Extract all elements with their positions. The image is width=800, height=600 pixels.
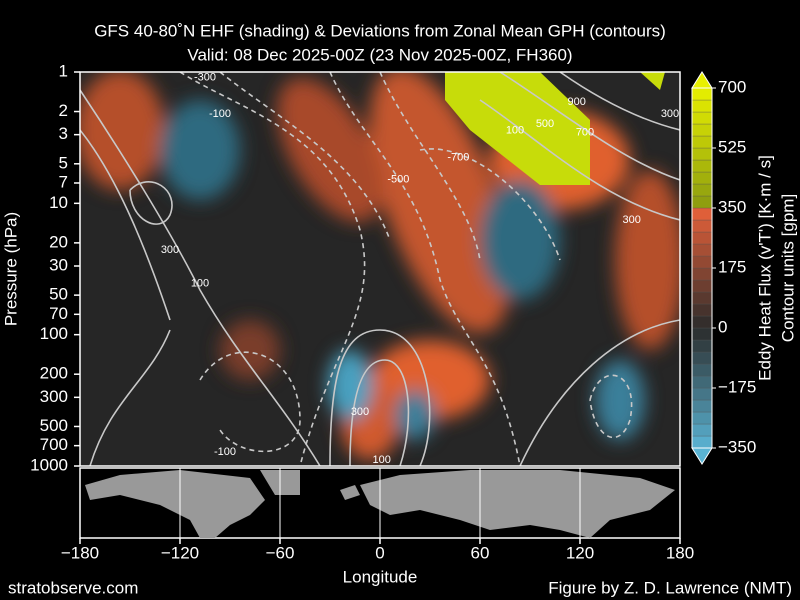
footer-right: Figure by Z. D. Lawrence (NMT) (548, 578, 792, 597)
colorbar-segment (691, 351, 713, 365)
x-tick-label: −60 (266, 543, 295, 562)
colorbar-segment (691, 123, 713, 137)
contour-label: -700 (447, 152, 469, 164)
y-tick-label: 500 (40, 416, 68, 435)
colorbar-segment (691, 183, 713, 197)
x-tick-label: −180 (61, 543, 99, 562)
plot-frame (79, 71, 681, 467)
colorbar-segment (691, 111, 713, 125)
colorbar-segment (691, 387, 713, 401)
y-tick-label: 300 (40, 387, 68, 406)
y-tick-label: 10 (49, 193, 68, 212)
x-tick-label: 180 (666, 543, 694, 562)
shading (80, 72, 680, 466)
colorbar-segment (691, 243, 713, 257)
y-tick-label: 700 (40, 435, 68, 454)
colorbar-segment (691, 339, 713, 353)
y-tick-label: 20 (49, 232, 68, 251)
y-tick-label: 1000 (30, 455, 68, 474)
colorbar-segment (691, 291, 713, 305)
colorbar-segment (691, 87, 713, 101)
y-axis-label: Pressure (hPa) (1, 212, 20, 326)
colorbar-segment (691, 423, 713, 437)
colorbar-segment (691, 99, 713, 113)
contour-label: 300 (351, 406, 369, 418)
contour-label: 500 (536, 118, 554, 130)
colorbar-tick-label: 525 (718, 137, 746, 156)
colorbar-segment (691, 135, 713, 149)
colorbar-segment (691, 363, 713, 377)
colorbar-segment (691, 315, 713, 329)
colorbar-segment (691, 411, 713, 425)
x-axis-label: Longitude (343, 567, 418, 586)
y-tick-label: 1 (59, 61, 68, 80)
colorbar-extend-top (691, 71, 713, 89)
contour-label: -500 (387, 174, 409, 186)
colorbar-segment (691, 375, 713, 389)
colorbar-extend-bottom (691, 447, 713, 465)
colorbar-segment (691, 279, 713, 293)
colorbar-segment (691, 399, 713, 413)
colorbar-segment (691, 435, 713, 449)
colorbar-segment (691, 171, 713, 185)
contour-label: -100 (214, 446, 236, 458)
colorbar-segment (691, 303, 713, 317)
chart-subtitle: Valid: 08 Dec 2025-00Z (23 Nov 2025-00Z,… (187, 45, 572, 64)
x-tick-label: 0 (375, 543, 384, 562)
colorbar-segment (691, 255, 713, 269)
contour-units: Contour units [gpm] (778, 194, 797, 342)
colorbar-tick-label: 700 (718, 77, 746, 96)
y-tick-label: 5 (59, 153, 68, 172)
colorbar-segment (691, 159, 713, 173)
x-tick-label: 120 (566, 543, 594, 562)
contour-label: 300 (622, 214, 640, 226)
contour-label: 700 (576, 127, 594, 139)
colorbar-segment (691, 267, 713, 281)
colorbar-tick-label: 0 (718, 317, 727, 336)
colorbar-segment (691, 231, 713, 245)
y-tick-label: 3 (59, 124, 68, 143)
shading-high (640, 72, 665, 90)
colorbar: −350 −175 0 175 350 525 700 (691, 71, 756, 465)
x-tick-label: 60 (471, 543, 490, 562)
colorbar-segment (691, 327, 713, 341)
y-tick-label: 50 (49, 285, 68, 304)
colorbar-label: Eddy Heat Flux (v'T') [K·m / s] (755, 155, 774, 381)
y-tick-label: 7 (59, 172, 68, 191)
colorbar-segment (691, 207, 713, 221)
colorbar-tick-label: −350 (718, 437, 756, 456)
contour-label: 300 (661, 108, 679, 120)
contour-label: 300 (161, 244, 179, 256)
colorbar-tick-label: −175 (718, 377, 756, 396)
y-tick-label: 2 (59, 101, 68, 120)
contour-label: -100 (209, 108, 231, 120)
y-tick-label: 100 (40, 324, 68, 343)
y-tick-label: 30 (49, 255, 68, 274)
colorbar-segment (691, 219, 713, 233)
colorbar-segment (691, 195, 713, 209)
contour-label: 100 (191, 278, 209, 290)
colorbar-segment (691, 147, 713, 161)
footer-left: stratobserve.com (8, 578, 138, 597)
contour-label: -300 (194, 71, 216, 83)
x-tick-label: −120 (161, 543, 199, 562)
contour-label: 900 (567, 96, 585, 108)
y-tick-label: 70 (49, 304, 68, 323)
contour-label: 100 (372, 454, 390, 466)
colorbar-tick-label: 350 (718, 197, 746, 216)
y-tick-label: 200 (40, 364, 68, 383)
colorbar-tick-label: 175 (718, 257, 746, 276)
contour-label: 100 (506, 125, 524, 137)
chart-title: GFS 40-80˚N EHF (shading) & Deviations f… (94, 21, 666, 40)
